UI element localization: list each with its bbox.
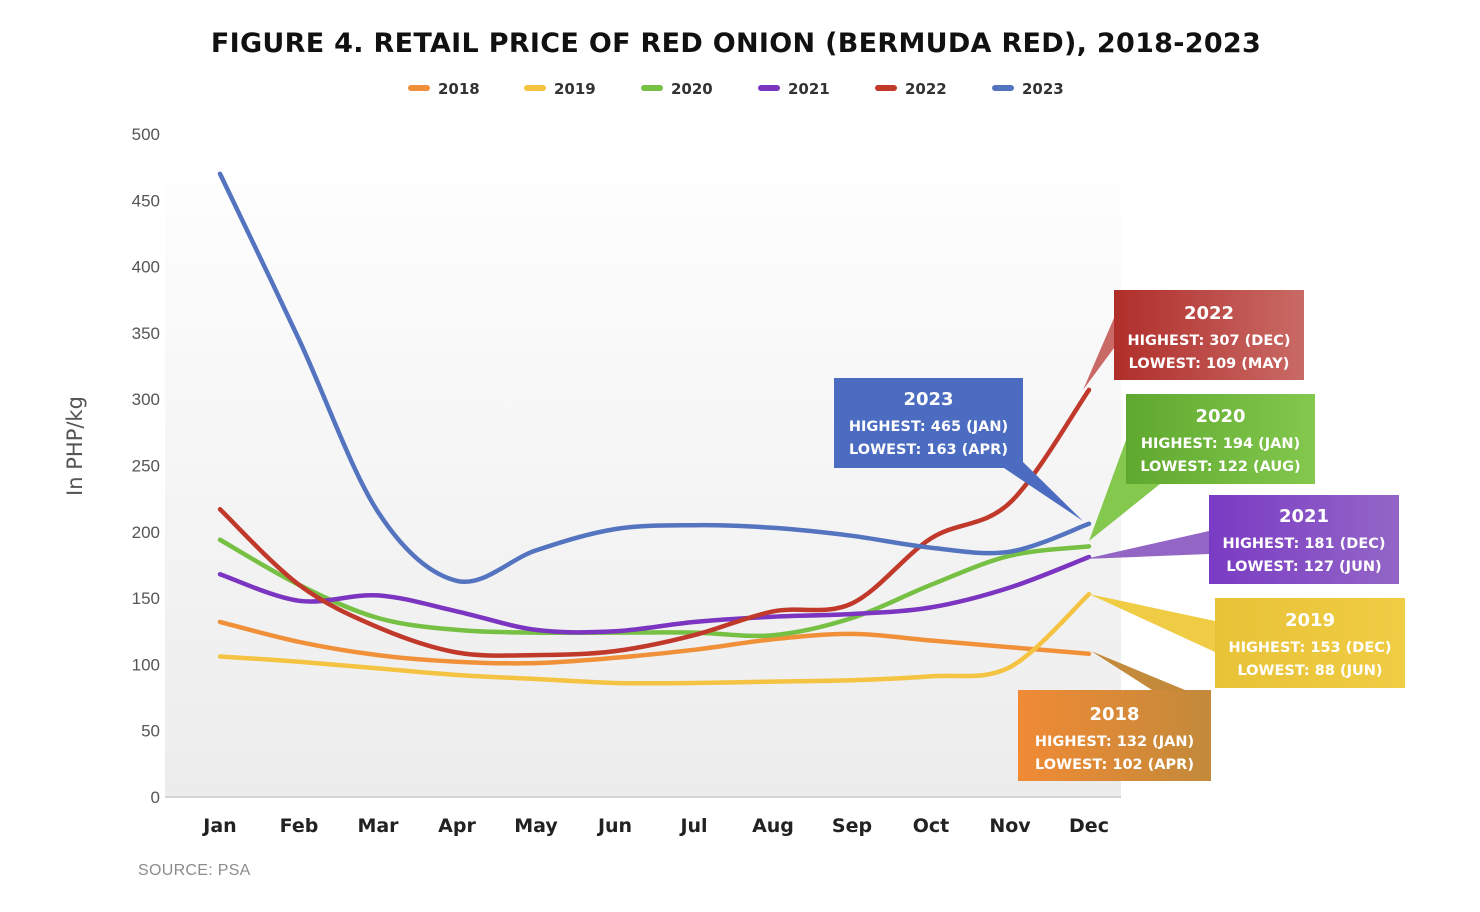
callout-2020: 2020 HIGHEST: 194 (JAN) LOWEST: 122 (AUG)	[1089, 394, 1315, 541]
x-tick-label: Aug	[752, 815, 794, 837]
y-axis-ticks: 0 50 100 150 200 250 300 350 400 450 500	[132, 125, 160, 807]
callout-box	[1126, 394, 1315, 484]
series-lines	[217, 171, 1092, 686]
callout-box	[1114, 290, 1304, 380]
legend-swatch	[758, 85, 780, 91]
x-tick-label: May	[514, 815, 558, 837]
callout-line: HIGHEST: 194 (JAN)	[1141, 436, 1300, 452]
callout-year: 2020	[1195, 406, 1245, 427]
legend-label: 2023	[1022, 80, 1064, 98]
callout-pointer	[995, 462, 1083, 521]
callout-line: LOWEST: 102 (APR)	[1035, 757, 1194, 773]
callout-2021: 2021 HIGHEST: 181 (DEC) LOWEST: 127 (JUN)	[1085, 495, 1399, 584]
series-line-2023	[217, 171, 1092, 585]
y-tick-label: 100	[132, 655, 160, 674]
x-tick-label: Jul	[678, 815, 707, 837]
legend-swatch	[524, 85, 546, 91]
y-tick-label: 500	[132, 125, 160, 144]
callout-year: 2023	[903, 389, 953, 410]
callout-line: HIGHEST: 132 (JAN)	[1035, 734, 1194, 750]
x-tick-label: Feb	[280, 815, 319, 837]
callout-year: 2018	[1089, 704, 1139, 725]
y-tick-label: 300	[132, 390, 160, 409]
callout-box	[1215, 598, 1405, 688]
callout-line: LOWEST: 163 (APR)	[849, 442, 1008, 458]
legend-swatch	[875, 85, 897, 91]
callout-2019: 2019 HIGHEST: 153 (DEC) LOWEST: 88 (JUN)	[1089, 594, 1405, 688]
legend-swatch	[992, 85, 1014, 91]
callout-line: HIGHEST: 153 (DEC)	[1228, 640, 1391, 656]
legend: 2018 2019 2020 2021 2022 2023	[408, 80, 1064, 98]
y-tick-label: 50	[141, 722, 160, 741]
callout-line: HIGHEST: 465 (JAN)	[849, 419, 1008, 435]
callout-pointer	[1089, 594, 1215, 652]
legend-label: 2020	[671, 80, 713, 98]
callout-line: LOWEST: 88 (JUN)	[1237, 663, 1382, 679]
y-tick-label: 400	[132, 258, 160, 277]
legend-label: 2022	[905, 80, 947, 98]
callout-pointer	[1083, 318, 1114, 390]
x-tick-label: Apr	[438, 815, 476, 837]
chart-title: FIGURE 4. RETAIL PRICE OF RED ONION (BER…	[210, 28, 1262, 59]
x-axis-ticks: Jan Feb Mar Apr May Jun Jul Aug Sep Oct Nov Dec	[201, 815, 1109, 837]
y-axis-label: In PHP/kg	[63, 396, 87, 496]
series-line-2020	[217, 537, 1092, 639]
x-tick-label: Jan	[201, 815, 236, 837]
callout-box	[834, 378, 1023, 468]
callout-2022: 2022 HIGHEST: 307 (DEC) LOWEST: 109 (MAY)	[1083, 290, 1304, 390]
callout-line: LOWEST: 127 (JUN)	[1226, 559, 1381, 575]
legend-label: 2019	[554, 80, 596, 98]
x-tick-label: Jun	[596, 815, 632, 837]
series-line-2018	[217, 619, 1092, 666]
x-tick-label: Dec	[1069, 815, 1109, 837]
y-tick-label: 150	[132, 589, 160, 608]
series-line-2021	[217, 554, 1092, 635]
callout-box	[1018, 690, 1211, 781]
callout-year: 2019	[1285, 610, 1335, 631]
callout-box	[1209, 495, 1399, 584]
callout-2018: 2018 HIGHEST: 132 (JAN) LOWEST: 102 (APR)	[1018, 651, 1211, 781]
callout-pointer	[1085, 531, 1209, 559]
callout-line: HIGHEST: 307 (DEC)	[1127, 333, 1290, 349]
y-tick-label: 200	[132, 523, 160, 542]
x-tick-label: Sep	[832, 815, 872, 837]
legend-label: 2018	[438, 80, 480, 98]
series-line-2019	[217, 591, 1092, 686]
x-tick-label: Oct	[913, 815, 950, 837]
callout-year: 2022	[1184, 303, 1234, 324]
callout-line: LOWEST: 109 (MAY)	[1129, 356, 1290, 372]
callout-line: LOWEST: 122 (AUG)	[1140, 459, 1300, 475]
legend-label: 2021	[788, 80, 830, 98]
y-tick-label: 0	[151, 788, 160, 807]
y-tick-label: 350	[132, 324, 160, 343]
x-tick-label: Mar	[357, 815, 399, 837]
callout-2023: 2023 HIGHEST: 465 (JAN) LOWEST: 163 (APR)	[834, 378, 1083, 521]
callout-pointer	[1091, 651, 1185, 690]
callout-line: HIGHEST: 181 (DEC)	[1222, 536, 1385, 552]
y-tick-label: 450	[132, 191, 160, 210]
y-tick-label: 250	[132, 457, 160, 476]
series-line-2022	[217, 387, 1092, 658]
x-tick-label: Nov	[989, 815, 1031, 837]
source-note: SOURCE: PSA	[138, 862, 251, 879]
legend-swatch	[641, 85, 663, 91]
callout-year: 2021	[1279, 506, 1329, 527]
legend-swatch	[408, 85, 430, 91]
